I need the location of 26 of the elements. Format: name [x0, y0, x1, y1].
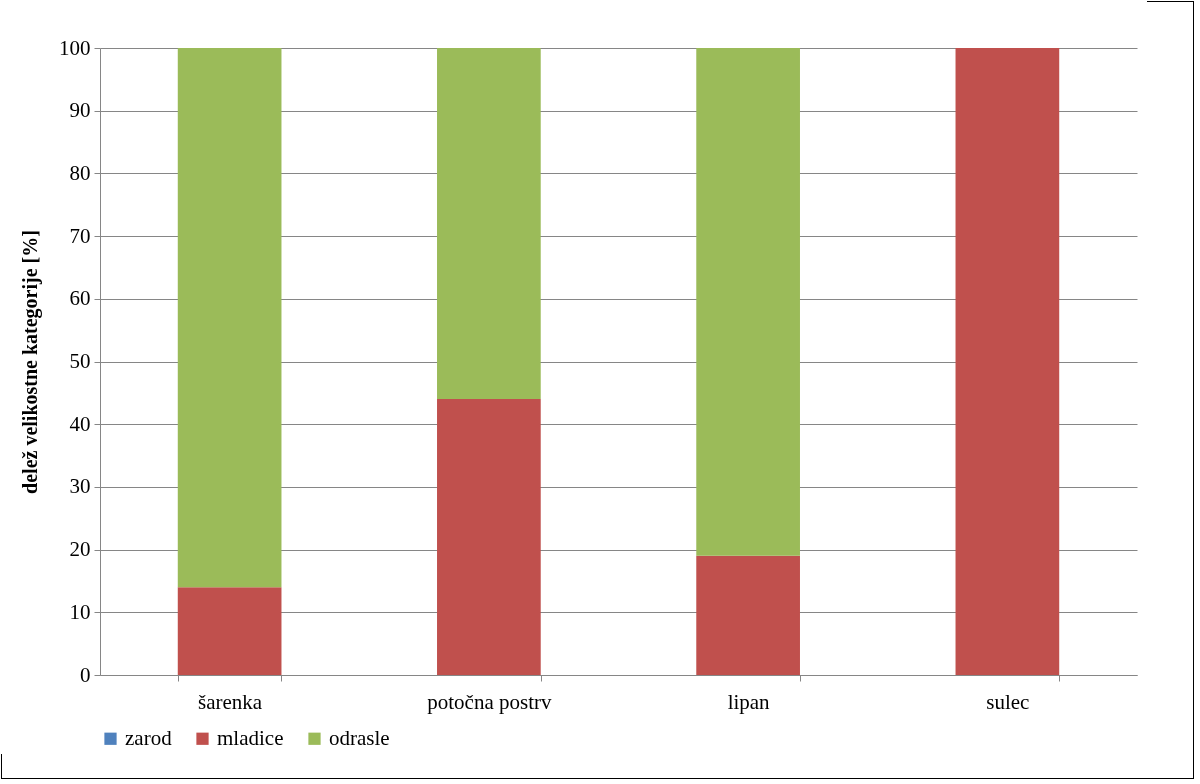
- bar: [696, 555, 800, 675]
- y-tick-label: 20: [69, 537, 91, 562]
- y-tick-label: 10: [69, 599, 91, 624]
- y-tick-label: 100: [59, 35, 91, 60]
- y-tick-label: 80: [69, 160, 91, 185]
- y-tick-label: 0: [80, 662, 91, 687]
- x-tick-label: šarenka: [198, 689, 263, 714]
- y-tick-label: 90: [69, 98, 91, 123]
- y-tick-label: 50: [69, 349, 91, 373]
- legend-label: odrasle: [329, 725, 390, 750]
- y-tick-label: 30: [69, 474, 91, 499]
- y-axis-title: delež velikostne kategorije [%]: [19, 230, 42, 494]
- bar: [437, 399, 541, 675]
- legend-label: mladice: [217, 725, 284, 750]
- bar: [437, 48, 541, 400]
- bar: [955, 48, 1060, 675]
- y-tick-label: 40: [69, 411, 91, 436]
- y-tick-label: 60: [69, 286, 91, 311]
- bar: [696, 48, 800, 556]
- bar: [177, 587, 282, 675]
- bar: [177, 48, 282, 588]
- x-tick-label: lipan: [727, 689, 771, 714]
- y-tick-label: 70: [69, 223, 91, 248]
- legend-label: zarod: [125, 725, 173, 750]
- x-tick-label: sulec: [986, 689, 1030, 714]
- x-tick-label: potočna postrv: [427, 689, 552, 714]
